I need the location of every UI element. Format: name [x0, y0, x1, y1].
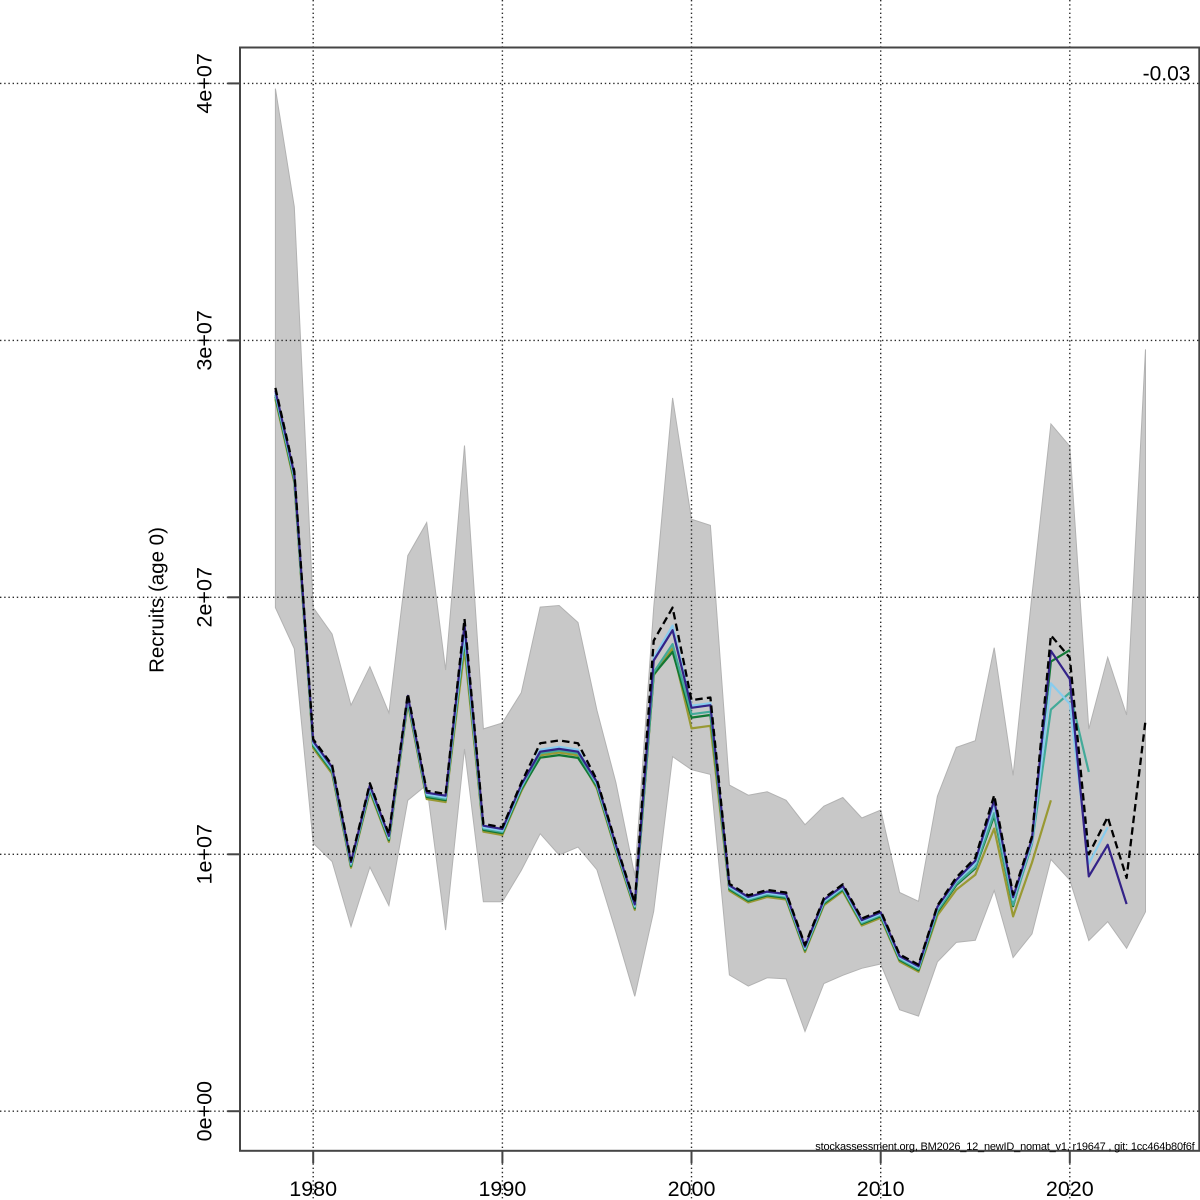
svg-text:1990: 1990 [478, 1177, 526, 1200]
svg-text:4e+07: 4e+07 [193, 53, 217, 113]
svg-text:2010: 2010 [857, 1177, 905, 1200]
svg-text:stockassessment.org, BM2026_12: stockassessment.org, BM2026_12_newID_nom… [815, 1141, 1195, 1153]
svg-text:1980: 1980 [289, 1177, 337, 1200]
svg-text:2020: 2020 [1046, 1177, 1094, 1200]
svg-text:Recruits (age 0): Recruits (age 0) [146, 527, 169, 673]
svg-text:-0.03: -0.03 [1143, 63, 1191, 86]
svg-text:0e+00: 0e+00 [193, 1081, 217, 1141]
svg-text:1e+07: 1e+07 [193, 824, 217, 884]
svg-text:3e+07: 3e+07 [193, 310, 217, 370]
svg-text:2000: 2000 [668, 1177, 716, 1200]
svg-text:2e+07: 2e+07 [193, 567, 217, 627]
